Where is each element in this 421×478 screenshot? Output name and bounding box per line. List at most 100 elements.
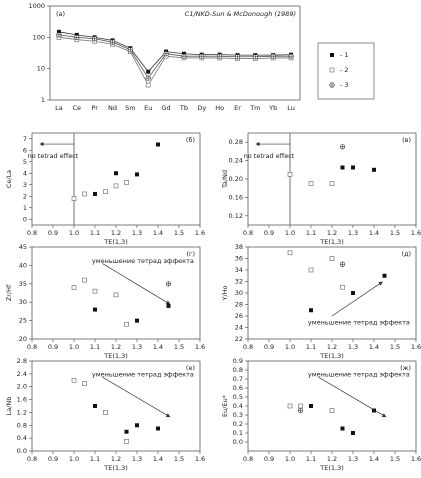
subtitle: C1/NKD-Sun & McDonough (1989) <box>185 10 296 18</box>
x-tick-label: 0.8 <box>243 343 253 351</box>
marker-open <box>287 250 293 256</box>
x-tick-label: Ho <box>215 104 224 112</box>
y-tick-label: 0.4 <box>17 434 27 442</box>
y-tick-label: 0.20 <box>229 175 243 183</box>
x-tick-label: 1.2 <box>111 229 121 237</box>
x-tick-label: 0.9 <box>48 343 58 351</box>
x-axis-label: TE(1,3) <box>103 352 128 360</box>
x-tick-label: 1.3 <box>348 455 358 463</box>
marker-crossed <box>109 39 116 45</box>
marker-open <box>124 439 129 444</box>
y-tick-label: 40 <box>19 261 27 269</box>
marker-filled <box>93 404 97 408</box>
y-tick-label: 2.8 <box>17 357 27 365</box>
x-tick-label: 1.1 <box>90 229 100 237</box>
x-axis-label: TE(1,3) <box>103 464 128 472</box>
x-tick-label: 1.6 <box>411 455 421 463</box>
y-axis-label: Eu/Eu* <box>221 394 229 417</box>
x-tick-label: 1.6 <box>411 343 421 351</box>
marker-open <box>71 196 77 201</box>
x-tick-label: 1.4 <box>153 455 163 463</box>
y-tick-label: 1000 <box>28 2 45 10</box>
annotation: уменьшение тетрад эффекта <box>308 318 410 326</box>
panel-label: (б) <box>186 136 195 144</box>
x-tick-label: 1.1 <box>90 343 100 351</box>
annotation-arrow <box>102 263 171 305</box>
x-tick-label: 1.2 <box>327 229 337 237</box>
x-tick-label: 1.5 <box>174 229 184 237</box>
x-tick-label: Yb <box>268 104 277 112</box>
y-tick-label: 35 <box>19 280 27 288</box>
marker-filled <box>93 191 97 196</box>
x-tick-label: 1.1 <box>90 455 100 463</box>
marker-filled <box>340 165 345 170</box>
panel-label: (ж) <box>400 364 411 372</box>
x-tick-label: 1.5 <box>174 343 184 351</box>
marker-open <box>82 277 87 283</box>
y-tick-label: 0.0 <box>17 447 27 455</box>
x-tick-label: 1.0 <box>285 343 295 351</box>
y-tick-label: 0.16 <box>229 193 243 201</box>
x-tick-label: 0.8 <box>243 455 253 463</box>
marker-open <box>92 288 98 294</box>
marker-open <box>103 189 108 194</box>
y-axis-label: Ta/Nd <box>221 170 229 189</box>
marker-crossed <box>217 53 223 59</box>
x-tick-label: Pr <box>91 104 98 112</box>
y-tick-label: 36 <box>235 255 243 263</box>
annotation: уменьшение тетрад эффекта <box>308 371 410 379</box>
y-axis-label: Ce/La <box>5 170 13 188</box>
y-tick-label: 0.28 <box>229 138 243 146</box>
marker-crossed <box>163 51 169 57</box>
y-tick-label: 32 <box>235 278 243 286</box>
marker-open <box>103 410 108 415</box>
marker-filled <box>372 408 376 413</box>
y-tick-label: 28 <box>235 301 243 309</box>
x-tick-label: 0.9 <box>264 229 274 237</box>
y-tick-label: 0.9 <box>233 357 243 365</box>
x-tick-label: 1.1 <box>306 455 316 463</box>
plot-frame <box>247 132 417 226</box>
y-tick-label: 7 <box>23 135 27 143</box>
marker-open <box>340 284 345 290</box>
x-tick-label: 1.4 <box>153 229 163 237</box>
legend-label: - 2 <box>340 66 349 74</box>
marker-filled <box>156 426 160 431</box>
legend-label: - 1 <box>340 51 349 59</box>
panel-label: (г) <box>187 250 196 258</box>
y-tick-label: 1.6 <box>17 396 27 404</box>
marker-open <box>82 191 87 197</box>
x-tick-label: 1.4 <box>369 455 379 463</box>
x-tick-label: Tb <box>179 104 188 112</box>
x-tick-label: 1.6 <box>195 455 205 463</box>
marker-crossed <box>297 407 304 414</box>
legend-marker <box>329 67 335 73</box>
x-tick-label: 1.6 <box>411 229 421 237</box>
y-tick-label: 0.3 <box>233 411 243 419</box>
y-tick-label: 1 <box>23 204 27 212</box>
marker-filled <box>351 165 355 170</box>
x-tick-label: 1.5 <box>390 455 400 463</box>
y-tick-label: 0.7 <box>233 375 243 383</box>
marker-open <box>71 377 77 383</box>
marker-filled <box>382 273 387 278</box>
y-tick-label: 30 <box>235 289 243 297</box>
y-tick-label: 1.2 <box>17 408 27 416</box>
x-tick-label: Dy <box>197 104 206 112</box>
marker-open <box>287 172 293 177</box>
x-tick-label: Ce <box>73 104 82 112</box>
x-tick-label: 1.1 <box>306 343 316 351</box>
marker-filled <box>309 404 313 408</box>
marker-open <box>124 180 129 185</box>
x-tick-label: 1.5 <box>390 229 400 237</box>
y-tick-label: 0.24 <box>229 157 243 165</box>
marker-filled <box>124 429 129 434</box>
y-tick-label: 30 <box>19 298 27 306</box>
x-tick-label: 1.0 <box>69 455 79 463</box>
x-tick-label: 1.3 <box>132 455 142 463</box>
x-tick-label: 0.8 <box>27 229 37 237</box>
marker-crossed <box>270 53 276 59</box>
annotation: no tetrad effect <box>244 152 295 160</box>
x-tick-label: 1.5 <box>174 455 184 463</box>
